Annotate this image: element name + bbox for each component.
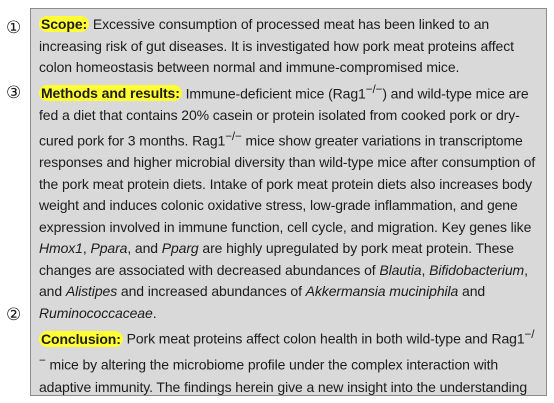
methods-text-7: , [421, 261, 430, 278]
methods-text-5: , and [127, 240, 162, 257]
methods-text-6: are highly upregulated by pork meat prot… [39, 240, 514, 278]
methods-text-11: . [152, 304, 157, 321]
conclusion-heading: Conclusion: [39, 330, 123, 347]
gene-pparg: Pparg [161, 240, 199, 257]
taxon-blautia: Blautia [379, 261, 422, 278]
methods-superscript-2: −/− [225, 130, 242, 144]
conclusion-paragraph: Conclusion: Pork meat proteins affect co… [39, 324, 540, 403]
scope-paragraph: Scope: Excessive consumption of processe… [39, 14, 540, 79]
scope-text: Excessive consumption of processed meat … [39, 16, 514, 75]
abstract-box: Scope: Excessive consumption of processe… [30, 8, 547, 403]
methods-text-1: Immune-deficient mice (Rag1 [181, 85, 366, 102]
marker-methods: ③ [6, 83, 22, 103]
marker-scope: ① [6, 18, 22, 38]
taxon-ruminococcaceae: Ruminococcaceae [39, 304, 153, 321]
gene-hmox1: Hmox1 [39, 240, 83, 257]
gene-ppara: Ppara [90, 240, 128, 257]
taxon-bifidobacterium: Bifidobacterium [429, 261, 525, 278]
methods-text-9: and increased abundances of [117, 283, 306, 300]
conclusion-superscript: −/− [39, 328, 535, 368]
methods-text-8: , and [39, 261, 528, 300]
conclusion-text-2: mice by altering the microbiome profile … [39, 357, 528, 403]
methods-text-2: ) and wild-type mice are fed a diet that… [39, 85, 529, 149]
taxon-alistipes: Alistipes [65, 283, 118, 300]
methods-superscript-1: −/− [365, 82, 383, 96]
taxon-akkermansia: Akkermansia muciniphila [305, 283, 459, 300]
scope-heading: Scope: [39, 16, 90, 32]
methods-text-10: and [458, 283, 486, 300]
methods-text-3: mice show greater variations in transcri… [39, 132, 536, 235]
methods-text-4: , [82, 240, 91, 257]
marker-conclusion: ② [6, 305, 22, 325]
conclusion-text-1: Pork meat proteins affect colon health i… [122, 330, 525, 347]
methods-heading: Methods and results: [39, 85, 182, 102]
methods-paragraph: Methods and results: Immune-deficient mi… [39, 79, 540, 325]
